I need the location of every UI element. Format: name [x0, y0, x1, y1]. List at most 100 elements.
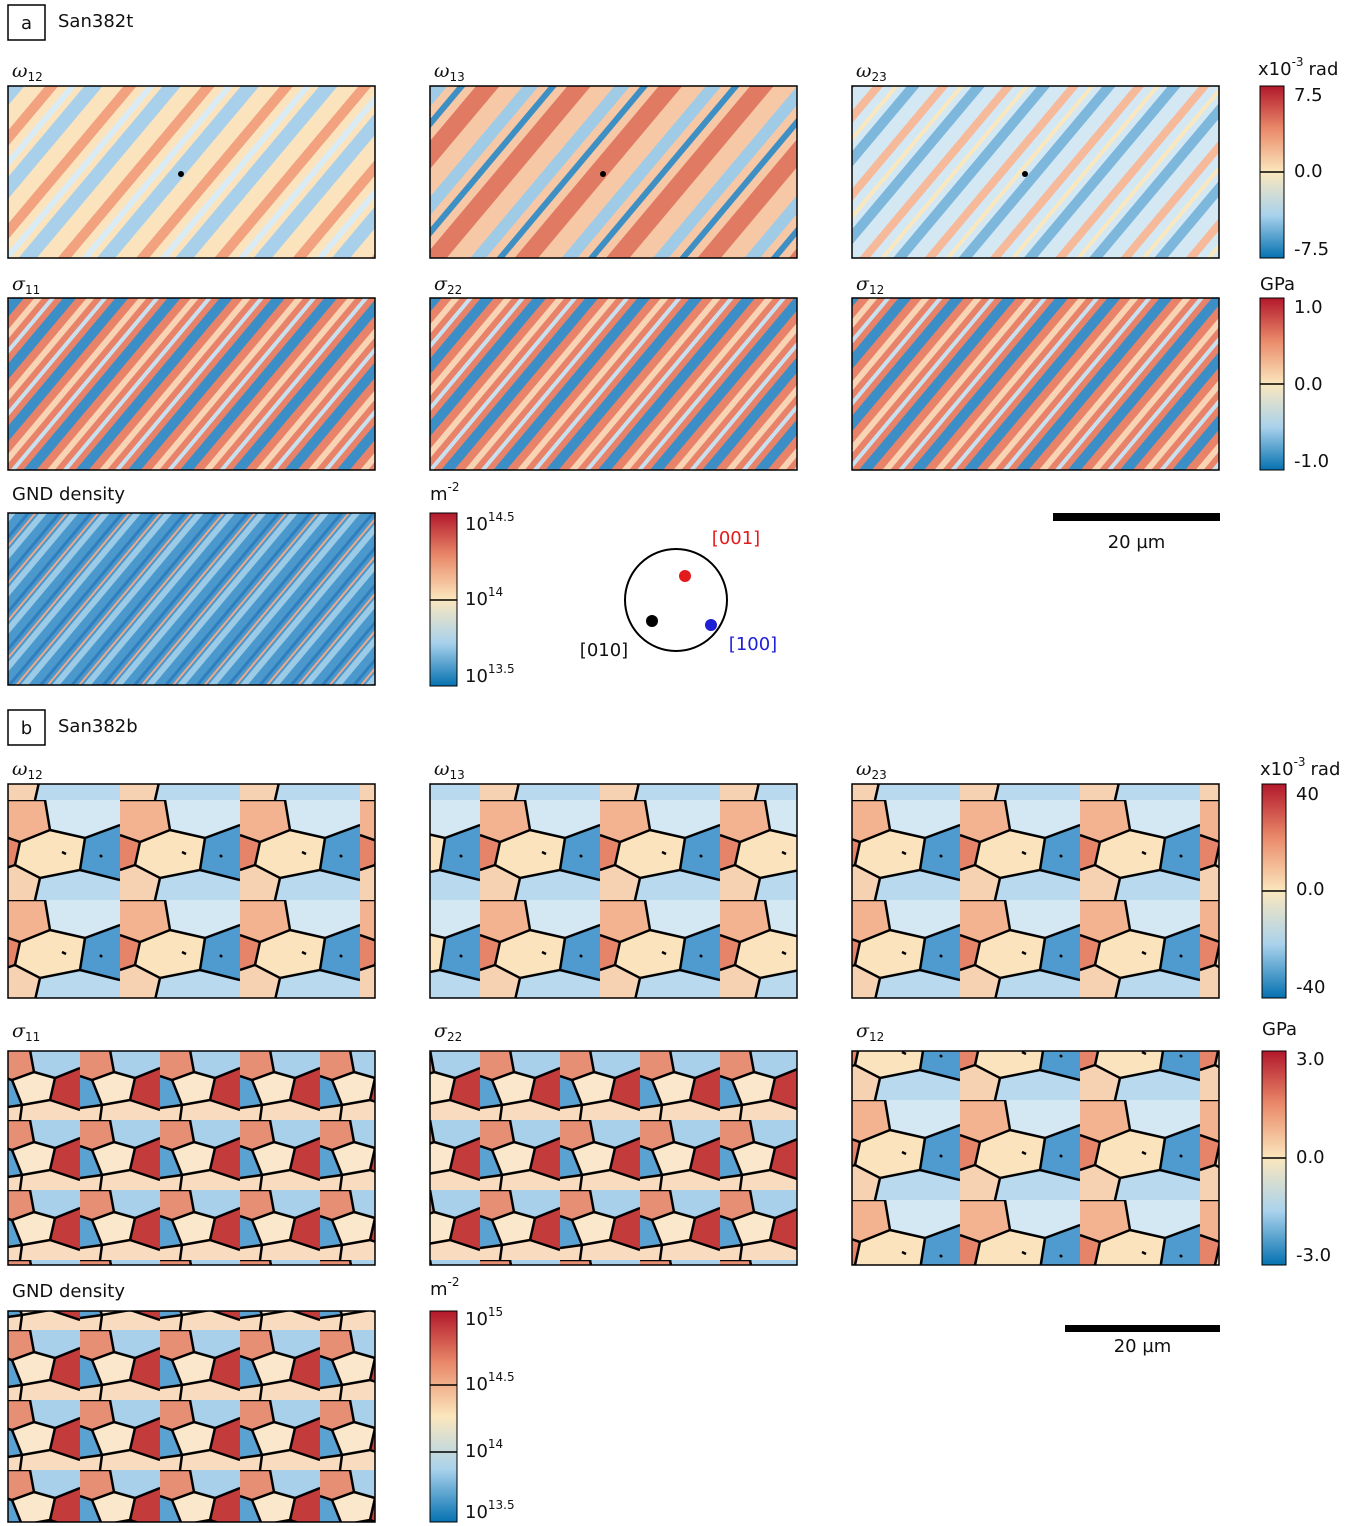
- gnd-colorbar-tick-label: 1014.5: [465, 1370, 515, 1396]
- panel-label-box: [7, 4, 46, 41]
- reference-point: [178, 171, 184, 177]
- map-label: σ22: [434, 1020, 462, 1044]
- scale-bar: [1053, 513, 1220, 521]
- map-label: σ12: [856, 273, 884, 297]
- map-label: σ12: [856, 1020, 884, 1044]
- pole-100: [705, 619, 717, 631]
- map-label: ω23: [856, 60, 887, 84]
- map-symbol: ω: [434, 60, 450, 82]
- gnd-colorbar-tick-label-base: 10: [465, 1309, 488, 1330]
- colorbar-unit: x10-3 rad: [1258, 55, 1338, 81]
- colorbar-tick-label: -3.0: [1296, 1245, 1331, 1266]
- gnd-map: [7, 1310, 376, 1523]
- colorbar-tick-label: -7.5: [1294, 239, 1329, 260]
- colorbar-unit-unit: rad: [1311, 759, 1341, 780]
- colorbar-unit-base: x10: [1258, 59, 1292, 80]
- map: [429, 85, 798, 259]
- map: [851, 297, 1220, 471]
- map-symbol: σ: [12, 1020, 26, 1042]
- gnd-colorbar-unit-exp: -2: [448, 480, 460, 494]
- map-symbol: σ: [12, 273, 26, 295]
- gnd-colorbar-tick-label: 1013.5: [465, 1498, 515, 1524]
- gnd-colorbar-tick-label-exp: 14: [488, 585, 503, 599]
- map-subscript: 12: [869, 283, 884, 297]
- map: [429, 1050, 798, 1266]
- pole-001: [679, 570, 691, 582]
- map: [7, 85, 376, 259]
- gnd-colorbar-tick-label-exp: 13.5: [488, 1498, 515, 1512]
- map-subscript: 13: [450, 768, 465, 782]
- map-label: ω12: [12, 60, 43, 84]
- map: [429, 783, 798, 999]
- map-symbol: ω: [12, 758, 28, 780]
- map: [7, 783, 376, 999]
- gnd-colorbar-tick-label: 1014: [465, 1437, 503, 1463]
- colorbar-tick-label: 0.0: [1296, 879, 1325, 900]
- colorbar-tick-label: 7.5: [1294, 85, 1323, 106]
- map-subscript: 11: [25, 283, 40, 297]
- colorbar-unit: GPa: [1262, 1019, 1297, 1040]
- map-subscript: 23: [872, 768, 887, 782]
- gnd-colorbar: [429, 1310, 458, 1523]
- map-symbol: σ: [434, 1020, 448, 1042]
- colorbar-unit-unit: rad: [1309, 59, 1339, 80]
- pole-label: [100]: [729, 634, 777, 655]
- map: [429, 297, 798, 471]
- colorbar-unit: GPa: [1260, 274, 1295, 295]
- colorbar-tick-label: 1.0: [1294, 297, 1323, 318]
- map: [7, 1050, 376, 1266]
- gnd-colorbar-tick-label: 1014.5: [465, 510, 515, 536]
- map: [851, 1050, 1220, 1266]
- sample-name: San382t: [58, 11, 133, 32]
- sample-name: San382b: [58, 716, 138, 737]
- gnd-colorbar-tick-label-base: 10: [465, 1441, 488, 1462]
- gnd-map: [7, 512, 376, 686]
- map-label: σ11: [12, 1020, 40, 1044]
- colorbar-tick-label: -1.0: [1294, 451, 1329, 472]
- colorbar-tick-label: 0.0: [1294, 374, 1323, 395]
- gnd-colorbar-tick-label-exp: 14: [488, 1437, 503, 1451]
- map-label: σ22: [434, 273, 462, 297]
- map-symbol: σ: [434, 273, 448, 295]
- gnd-colorbar-tick-label-base: 10: [465, 1502, 488, 1523]
- map-symbol: ω: [434, 758, 450, 780]
- map-subscript: 13: [450, 70, 465, 84]
- gnd-label: GND density: [12, 484, 125, 505]
- map-subscript: 12: [28, 70, 43, 84]
- gnd-colorbar-tick-label-exp: 14.5: [488, 510, 515, 524]
- reference-point: [1022, 171, 1028, 177]
- gnd-colorbar-tick-label-base: 10: [465, 589, 488, 610]
- colorbar-unit-exp: -3: [1294, 755, 1306, 769]
- map-label: ω23: [856, 758, 887, 782]
- gnd-colorbar-tick-label: 1014: [465, 585, 503, 611]
- colorbar-tick-label: 0.0: [1294, 161, 1323, 182]
- map-symbol: ω: [856, 758, 872, 780]
- pole-label: [001]: [712, 528, 760, 549]
- gnd-colorbar-tick-label: 1015: [465, 1305, 503, 1331]
- gnd-colorbar-unit-base: m: [430, 484, 448, 505]
- map-label: ω12: [12, 758, 43, 782]
- map: [7, 297, 376, 471]
- panel-label: b: [21, 718, 32, 739]
- gnd-label: GND density: [12, 1281, 125, 1302]
- gnd-colorbar-tick-label-base: 10: [465, 1374, 488, 1395]
- colorbar-tick-label: 0.0: [1296, 1147, 1325, 1168]
- gnd-colorbar-tick-label-exp: 14.5: [488, 1370, 515, 1384]
- map-subscript: 22: [447, 283, 462, 297]
- map-label: ω13: [434, 60, 465, 84]
- gnd-colorbar-unit: m-2: [430, 480, 460, 506]
- map-symbol: σ: [856, 1020, 870, 1042]
- colorbar-unit: x10-3 rad: [1260, 755, 1340, 781]
- pole-figure: [624, 548, 728, 652]
- gnd-colorbar-tick-label-exp: 13.5: [488, 662, 515, 676]
- map-symbol: ω: [12, 60, 28, 82]
- map-subscript: 23: [872, 70, 887, 84]
- scale-bar-label: 20 µm: [1114, 1336, 1172, 1357]
- scale-bar-label: 20 µm: [1108, 532, 1166, 553]
- gnd-colorbar-unit-exp: -2: [448, 1275, 460, 1289]
- map-label: ω13: [434, 758, 465, 782]
- map: [851, 783, 1220, 999]
- map-symbol: ω: [856, 60, 872, 82]
